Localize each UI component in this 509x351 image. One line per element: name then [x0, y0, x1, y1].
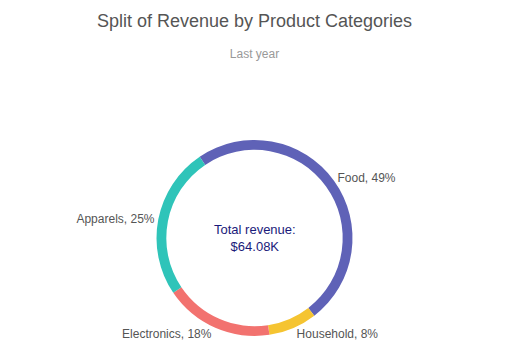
svg-text:Apparels, 25%: Apparels, 25% [76, 212, 154, 226]
svg-text:Food, 49%: Food, 49% [337, 171, 395, 185]
svg-text:Last year: Last year [230, 47, 279, 61]
svg-text:Split of Revenue by Product Ca: Split of Revenue by Product Categories [97, 11, 412, 31]
svg-text:Total revenue:$64.08K: Total revenue:$64.08K [214, 222, 296, 254]
svg-text:Electronics, 18%: Electronics, 18% [122, 327, 212, 341]
svg-text:Household, 8%: Household, 8% [297, 327, 379, 341]
